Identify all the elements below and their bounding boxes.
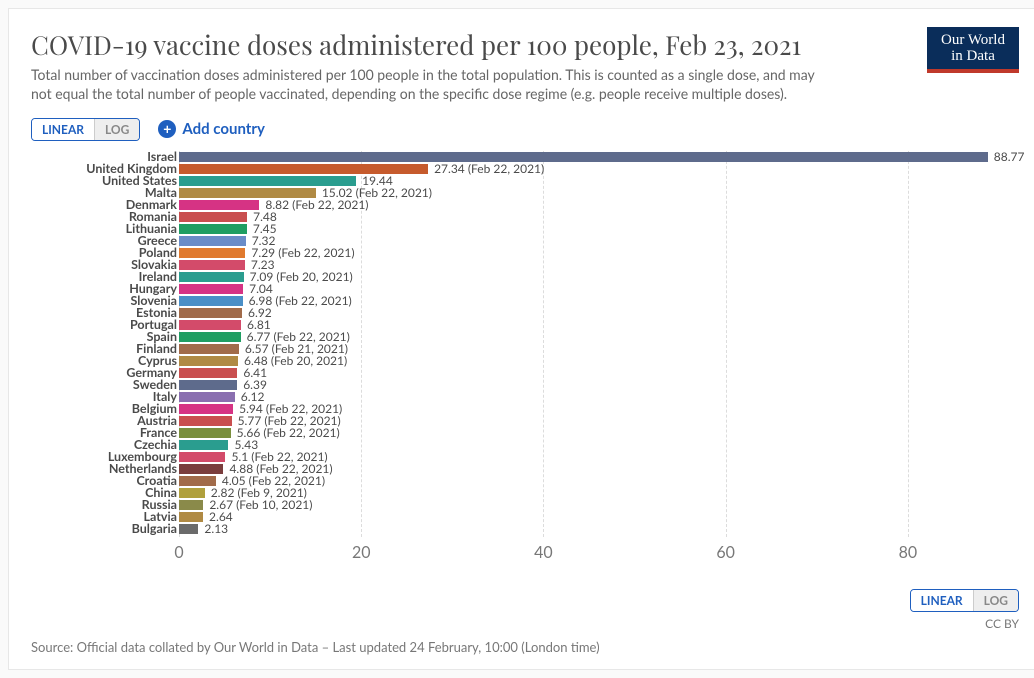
bar-row: Portugal6.81	[31, 319, 1019, 331]
bar[interactable]	[179, 380, 237, 390]
x-tick-label: 0	[174, 543, 183, 562]
bar-row: France5.66 (Feb 22, 2021)	[31, 427, 1019, 439]
bar-row: Russia2.67 (Feb 10, 2021)	[31, 499, 1019, 511]
footer: Source: Official data collated by Our Wo…	[31, 639, 1019, 655]
bar[interactable]	[179, 440, 228, 450]
bars-container: Israel88.77United Kingdom27.34 (Feb 22, …	[31, 151, 1019, 535]
bar-row: Bulgaria2.13	[31, 523, 1019, 535]
x-tick-label: 80	[899, 543, 918, 562]
bar-row: Croatia4.05 (Feb 22, 2021)	[31, 475, 1019, 487]
bar[interactable]	[179, 512, 203, 522]
owid-logo[interactable]: Our World in Data	[927, 27, 1019, 73]
bar[interactable]	[179, 260, 245, 270]
bar[interactable]	[179, 356, 238, 366]
chart-area: 0 20 40 60 80 Israel88.77United Kingdom27.34…	[31, 151, 1019, 565]
logo-line-2: in Data	[951, 48, 995, 65]
bar[interactable]	[179, 416, 232, 426]
value-label: 27.34 (Feb 22, 2021)	[434, 163, 544, 175]
x-tick-label: 20	[352, 543, 371, 562]
linear-button[interactable]: LINEAR	[32, 119, 94, 140]
value-label: 88.77	[994, 151, 1025, 163]
logo-line-1: Our World	[941, 32, 1005, 49]
bar-row: Latvia2.64	[31, 511, 1019, 523]
bar-row: Germany6.41	[31, 367, 1019, 379]
bar[interactable]	[179, 212, 247, 222]
bar-row: Belgium5.94 (Feb 22, 2021)	[31, 403, 1019, 415]
bar-row: Austria5.77 (Feb 22, 2021)	[31, 415, 1019, 427]
x-tick-label: 40	[534, 543, 553, 562]
chart-card: COVID-19 vaccine doses administered per …	[8, 8, 1034, 670]
bar-row: Czechia5.43	[31, 439, 1019, 451]
bar[interactable]	[179, 368, 237, 378]
bar[interactable]	[179, 428, 231, 438]
title-block: COVID-19 vaccine doses administered per …	[31, 27, 821, 118]
bar[interactable]	[179, 152, 988, 162]
bar[interactable]	[179, 320, 241, 330]
bar[interactable]	[179, 248, 245, 258]
bar-row: Spain6.77 (Feb 22, 2021)	[31, 331, 1019, 343]
bar-row: Netherlands4.88 (Feb 22, 2021)	[31, 463, 1019, 475]
bar[interactable]	[179, 236, 246, 246]
bar-row: Slovakia7.23	[31, 259, 1019, 271]
bar-row: Malta15.02 (Feb 22, 2021)	[31, 187, 1019, 199]
bar[interactable]	[179, 344, 239, 354]
x-tick-label: 60	[716, 543, 735, 562]
bar[interactable]	[179, 308, 242, 318]
bar[interactable]	[179, 284, 243, 294]
bar[interactable]	[179, 200, 259, 210]
bar-row: Luxembourg5.1 (Feb 22, 2021)	[31, 451, 1019, 463]
scale-toggle-top: LINEAR LOG	[31, 118, 140, 141]
bar[interactable]	[179, 272, 244, 282]
bar[interactable]	[179, 464, 223, 474]
log-button-bottom[interactable]: LOG	[973, 590, 1018, 611]
bar-row: United Kingdom27.34 (Feb 22, 2021)	[31, 163, 1019, 175]
x-axis: 020406080	[179, 543, 999, 565]
bottom-controls: LINEAR LOG CC BY	[910, 589, 1019, 631]
bar-row: Italy6.12	[31, 391, 1019, 403]
bar[interactable]	[179, 404, 233, 414]
chart-subtitle: Total number of vaccination doses admini…	[31, 66, 821, 104]
add-country-label: Add country	[182, 120, 265, 138]
bar-row: Greece7.32	[31, 235, 1019, 247]
bar-row: Lithuania7.45	[31, 223, 1019, 235]
linear-button-bottom[interactable]: LINEAR	[911, 590, 973, 611]
bar[interactable]	[179, 392, 235, 402]
license-label: CC BY	[985, 616, 1019, 631]
source-label: Source: Official data collated by Our Wo…	[31, 639, 600, 655]
add-country-button[interactable]: + Add country	[158, 120, 265, 138]
bar-row: Poland7.29 (Feb 22, 2021)	[31, 247, 1019, 259]
country-label[interactable]: Bulgaria	[17, 523, 177, 535]
bar[interactable]	[179, 488, 205, 498]
bar[interactable]	[179, 296, 243, 306]
bar-row: United States19.44	[31, 175, 1019, 187]
bar[interactable]	[179, 452, 225, 462]
chart-title: COVID-19 vaccine doses administered per …	[31, 27, 821, 62]
value-label: 2.13	[204, 523, 228, 535]
log-button[interactable]: LOG	[94, 119, 139, 140]
bar[interactable]	[179, 524, 198, 534]
header: COVID-19 vaccine doses administered per …	[31, 27, 1019, 118]
bar[interactable]	[179, 500, 203, 510]
bar-row: Denmark8.82 (Feb 22, 2021)	[31, 199, 1019, 211]
value-label: 8.82 (Feb 22, 2021)	[265, 199, 368, 211]
bar-row: Romania7.48	[31, 211, 1019, 223]
bar-row: Slovenia6.98 (Feb 22, 2021)	[31, 295, 1019, 307]
plus-icon: +	[158, 120, 176, 138]
bar[interactable]	[179, 224, 247, 234]
scale-toggle-bottom: LINEAR LOG	[910, 589, 1019, 612]
bar-row: China2.82 (Feb 9, 2021)	[31, 487, 1019, 499]
bar-row: Sweden6.39	[31, 379, 1019, 391]
controls-row: LINEAR LOG + Add country	[31, 118, 1019, 141]
bar-row: Estonia6.92	[31, 307, 1019, 319]
bar-row: Hungary7.04	[31, 283, 1019, 295]
bar[interactable]	[179, 332, 241, 342]
bar-row: Cyprus6.48 (Feb 20, 2021)	[31, 355, 1019, 367]
bar-row: Finland6.57 (Feb 21, 2021)	[31, 343, 1019, 355]
bar-row: Ireland7.09 (Feb 20, 2021)	[31, 271, 1019, 283]
